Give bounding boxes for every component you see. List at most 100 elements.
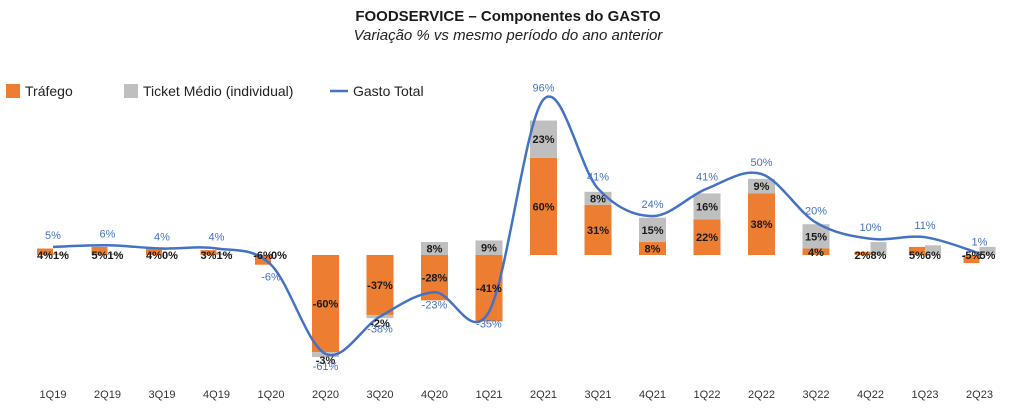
chart-title: FOODSERVICE – Componentes do GASTO	[355, 8, 661, 25]
label-ticket-4Q20: 8%	[427, 244, 443, 256]
label-gasto-2Q21: 96%	[532, 82, 554, 94]
bar-trafego-4Q21	[639, 242, 666, 255]
label-trafego-2Q23: -5%	[962, 250, 982, 262]
bar-trafego-3Q22	[802, 248, 830, 255]
bar-trafego-1Q22	[693, 219, 721, 255]
label-trafego-2Q21: 60%	[532, 201, 554, 213]
bar-ticket-1Q21	[475, 240, 503, 255]
chart-subtitle: Variação % vs mesmo período do ano anter…	[353, 27, 663, 44]
bar-ticket-2Q22	[748, 178, 775, 194]
legend-swatch-ticket	[124, 84, 138, 98]
bar-ticket-1Q20	[271, 255, 287, 256]
label-trafego-4Q21: 8%	[645, 244, 661, 256]
label-ticket-4Q22: 8%	[871, 250, 887, 262]
label-ticket-2Q22: 9%	[754, 181, 770, 193]
x-tick-1Q19: 1Q19	[40, 389, 67, 401]
series-line-gasto-total	[52, 95, 980, 357]
label-trafego-1Q20: -6%	[253, 250, 273, 262]
label-gasto-1Q19: 5%	[45, 230, 61, 242]
label-ticket-3Q21: 8%	[590, 193, 606, 205]
bar-trafego-2Q19	[91, 246, 108, 255]
bar-trafego-3Q21	[584, 204, 612, 255]
bar-trafego-2Q20	[312, 255, 339, 353]
x-tick-1Q22: 1Q22	[694, 389, 721, 401]
label-gasto-2Q19: 6%	[100, 228, 116, 240]
x-tick-1Q21: 1Q21	[476, 389, 503, 401]
bar-trafego-2Q22	[748, 193, 775, 255]
label-gasto-4Q20: -23%	[422, 299, 448, 311]
label-gasto-2Q20: -61%	[313, 361, 339, 373]
label-ticket-3Q20: -2%	[370, 318, 390, 330]
x-tick-4Q21: 4Q21	[639, 389, 666, 401]
label-ticket-2Q23: 5%	[980, 250, 996, 262]
bar-ticket-3Q19	[162, 255, 178, 256]
label-ticket-3Q19: 0%	[162, 250, 178, 262]
label-ticket-1Q23: 6%	[925, 250, 941, 262]
x-tick-2Q21: 2Q21	[530, 389, 557, 401]
label-gasto-4Q19: 4%	[209, 232, 225, 244]
label-gasto-4Q21: 24%	[641, 199, 663, 211]
bar-trafego-2Q23	[963, 255, 980, 264]
label-gasto-2Q23: 1%	[972, 236, 988, 248]
label-ticket-1Q19: 1%	[53, 250, 69, 262]
x-tick-3Q21: 3Q21	[585, 389, 612, 401]
label-gasto-1Q20: -6%	[261, 272, 281, 284]
label-gasto-3Q22: 20%	[805, 206, 827, 218]
bar-trafego-1Q20	[255, 255, 271, 265]
legend-label-ticket: Ticket Médio (individual)	[143, 83, 293, 99]
label-trafego-3Q19: 4%	[146, 250, 162, 262]
bar-trafego-1Q23	[909, 246, 925, 255]
x-tick-4Q19: 4Q19	[203, 389, 230, 401]
label-trafego-1Q21: -41%	[476, 283, 502, 295]
x-tick-4Q20: 4Q20	[421, 389, 448, 401]
label-trafego-1Q23: 5%	[909, 250, 925, 262]
label-gasto-4Q22: 10%	[859, 222, 881, 234]
x-tick-2Q20: 2Q20	[312, 389, 339, 401]
label-trafego-1Q19: 4%	[37, 250, 53, 262]
label-ticket-4Q19: 1%	[217, 250, 233, 262]
bar-ticket-1Q19	[53, 253, 69, 255]
label-gasto-1Q22: 41%	[696, 172, 718, 184]
bar-ticket-1Q22	[693, 193, 721, 220]
bar-trafego-3Q19	[146, 248, 162, 255]
label-gasto-2Q22: 50%	[750, 157, 772, 169]
label-trafego-4Q19: 3%	[201, 250, 217, 262]
legend-label-gasto: Gasto Total	[353, 83, 424, 99]
legend-swatch-trafego	[6, 84, 20, 98]
x-tick-2Q23: 2Q23	[966, 389, 993, 401]
label-trafego-4Q20: -28%	[422, 273, 448, 285]
label-ticket-2Q21: 23%	[532, 134, 554, 146]
label-ticket-2Q20: -3%	[316, 355, 336, 367]
bar-ticket-1Q23	[925, 245, 941, 255]
label-trafego-3Q22: 4%	[808, 247, 824, 259]
label-trafego-2Q20: -60%	[313, 299, 339, 311]
bar-ticket-4Q20	[421, 242, 448, 255]
bar-trafego-3Q20	[366, 255, 394, 315]
x-tick-4Q22: 4Q22	[857, 389, 884, 401]
bar-ticket-4Q21	[639, 217, 666, 243]
label-gasto-3Q21: 41%	[587, 172, 609, 184]
label-ticket-1Q21: 9%	[481, 243, 497, 255]
x-tick-2Q19: 2Q19	[94, 389, 121, 401]
label-trafego-4Q22: 2%	[855, 250, 871, 262]
label-trafego-1Q22: 22%	[696, 232, 718, 244]
label-ticket-2Q19: 1%	[108, 250, 124, 262]
bar-trafego-4Q19	[200, 250, 217, 255]
x-tick-2Q22: 2Q22	[748, 389, 775, 401]
label-trafego-3Q20: -37%	[367, 280, 393, 292]
bar-ticket-2Q19	[107, 253, 124, 255]
x-tick-1Q23: 1Q23	[912, 389, 939, 401]
label-gasto-3Q20: -38%	[367, 324, 393, 336]
x-tick-3Q19: 3Q19	[149, 389, 176, 401]
bar-ticket-2Q23	[979, 246, 996, 255]
label-trafego-2Q22: 38%	[750, 219, 772, 231]
legend: Tráfego Ticket Médio (individual) Gasto …	[6, 83, 424, 99]
label-gasto-1Q23: 11%	[914, 220, 935, 232]
bar-ticket-2Q21	[530, 120, 557, 158]
x-tick-1Q20: 1Q20	[258, 389, 285, 401]
bar-ticket-4Q19	[216, 253, 233, 255]
label-ticket-4Q21: 15%	[641, 225, 663, 237]
bar-trafego-1Q19	[37, 248, 53, 255]
label-trafego-3Q21: 31%	[587, 225, 609, 237]
